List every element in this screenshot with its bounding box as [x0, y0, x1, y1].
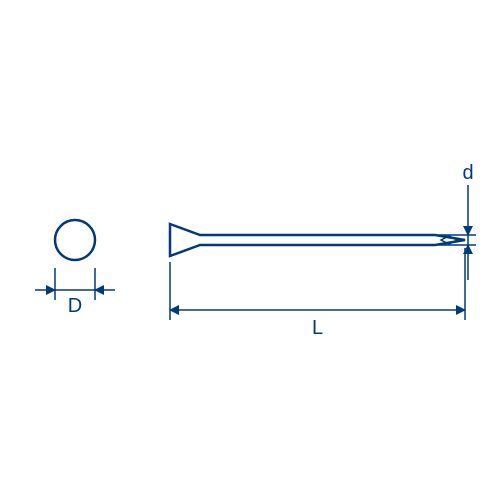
- label-length: L: [312, 317, 323, 339]
- cross-section-circle: [55, 220, 95, 260]
- label-head-diameter: D: [68, 295, 82, 317]
- label-shaft-diameter: d: [462, 162, 473, 184]
- nail-outline: [170, 224, 465, 256]
- technical-drawing: Dd L: [0, 0, 500, 500]
